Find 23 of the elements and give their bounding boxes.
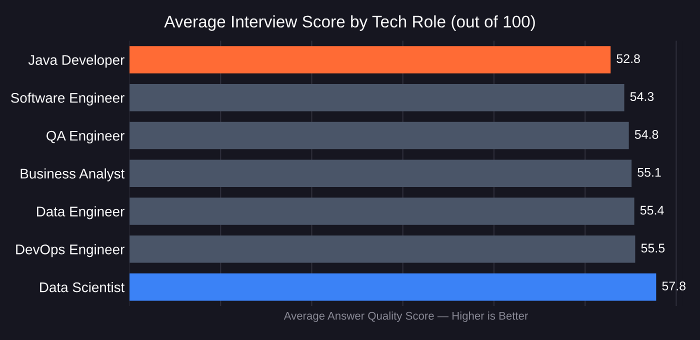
data-label: 54.8 bbox=[634, 130, 658, 139]
bar bbox=[130, 198, 634, 225]
bar bbox=[130, 122, 629, 150]
data-label: 55.1 bbox=[638, 168, 661, 177]
data-label: 55.5 bbox=[641, 244, 665, 253]
bar bbox=[130, 46, 611, 74]
data-label: 52.8 bbox=[616, 54, 640, 64]
bar bbox=[130, 273, 656, 301]
y-tick-label: Software Engineer bbox=[11, 92, 124, 106]
y-tick-label: DevOps Engineer bbox=[16, 244, 124, 258]
y-tick-label: Java Developer bbox=[28, 54, 124, 68]
bar bbox=[130, 84, 624, 112]
x-axis-title: Average Answer Quality Score — Higher is Better bbox=[284, 312, 528, 322]
data-label: 55.4 bbox=[640, 206, 664, 215]
y-tick-label: QA Engineer bbox=[46, 130, 124, 144]
y-tick-label: Data Scientist bbox=[40, 282, 125, 292]
y-tick-label: Business Analyst bbox=[20, 168, 125, 182]
bar bbox=[130, 160, 632, 188]
y-tick-label: Data Engineer bbox=[36, 206, 124, 220]
data-label: 57.8 bbox=[662, 282, 686, 290]
chart-title: Average Interview Score by Tech Role (out of 100) bbox=[164, 15, 535, 31]
data-label: 54.3 bbox=[630, 92, 654, 101]
bar bbox=[130, 236, 636, 263]
